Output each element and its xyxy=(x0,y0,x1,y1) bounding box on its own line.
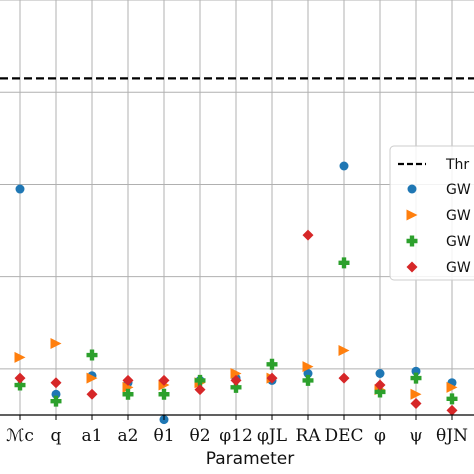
x-tick-label: θ2 xyxy=(189,426,210,446)
x-tick-label: ψ xyxy=(409,426,422,446)
data-point-plus xyxy=(230,381,242,393)
x-tick-label: ℳc xyxy=(6,426,34,446)
data-point-triangle-right xyxy=(86,372,98,384)
data-point-plus xyxy=(14,379,26,391)
legend-swatch-plus xyxy=(406,235,418,247)
legend-swatch-triangle-right xyxy=(406,209,418,221)
data-point-diamond xyxy=(446,404,458,416)
data-point-plus xyxy=(158,388,170,400)
legend-series-label: GW xyxy=(446,234,471,250)
data-point-triangle-right xyxy=(50,338,62,350)
data-point-plus xyxy=(194,374,206,386)
x-tick-label: φ12 xyxy=(219,426,253,446)
data-point-diamond xyxy=(374,379,386,391)
legend-threshold-label: Thr xyxy=(445,157,469,173)
data-point-triangle-right xyxy=(446,381,458,393)
legend-swatch-circle xyxy=(407,184,417,194)
axes xyxy=(0,414,474,420)
data-point-triangle-right xyxy=(410,388,422,400)
data-point-circle xyxy=(339,161,349,171)
data-point-circle xyxy=(51,389,61,399)
x-tick-label: θ1 xyxy=(153,426,174,446)
data-point-plus xyxy=(86,349,98,361)
data-point-circle xyxy=(15,184,25,194)
data-point-triangle-right xyxy=(122,381,134,393)
data-point-plus xyxy=(410,372,422,384)
data-point-diamond xyxy=(86,388,98,400)
data-point-diamond xyxy=(50,377,62,389)
data-point-diamond xyxy=(230,374,242,386)
x-tick-label: DEC xyxy=(324,426,363,446)
x-tick-label: q xyxy=(51,426,62,446)
x-tick-labels: ℳc q a1 a2 θ1 θ2 φ12 φJL RA DEC φ ψ θJN xyxy=(6,426,468,446)
legend: Thr GW GW GW GW xyxy=(389,145,474,281)
data-point-diamond xyxy=(302,229,314,241)
data-point-plus xyxy=(374,386,386,398)
legend-series-label: GW xyxy=(446,208,471,224)
data-point-plus xyxy=(50,395,62,407)
data-point-triangle-right xyxy=(230,368,242,379)
legend-series-label: GW xyxy=(446,182,471,198)
x-tick-label: a1 xyxy=(82,426,103,446)
x-tick-label: φ xyxy=(374,426,386,446)
data-points xyxy=(14,161,458,425)
data-point-plus xyxy=(338,257,350,269)
data-point-diamond xyxy=(158,374,170,386)
data-point-diamond xyxy=(410,397,422,409)
data-point-circle xyxy=(375,369,385,378)
data-point-diamond xyxy=(122,374,134,386)
x-tick-label: a2 xyxy=(118,426,139,446)
x-tick-label: RA xyxy=(295,426,321,446)
data-point-plus xyxy=(122,388,134,400)
data-point-plus xyxy=(302,374,314,386)
data-point-triangle-right xyxy=(302,361,314,373)
data-point-diamond xyxy=(14,372,26,384)
x-tick-label: φJL xyxy=(257,426,287,446)
data-point-diamond xyxy=(338,372,350,384)
data-point-triangle-right xyxy=(338,344,350,356)
legend-swatch-diamond xyxy=(406,261,418,273)
data-point-circle xyxy=(303,369,313,378)
data-point-plus xyxy=(266,358,278,370)
data-point-plus xyxy=(446,393,458,405)
legend-series-label: GW xyxy=(446,260,471,276)
data-point-diamond xyxy=(266,372,278,384)
x-tick-label: θJN xyxy=(436,426,468,446)
data-point-diamond xyxy=(194,384,206,396)
data-point-triangle-right xyxy=(14,351,26,363)
x-axis-label: Parameter xyxy=(206,449,294,469)
data-point-circle xyxy=(411,366,421,376)
